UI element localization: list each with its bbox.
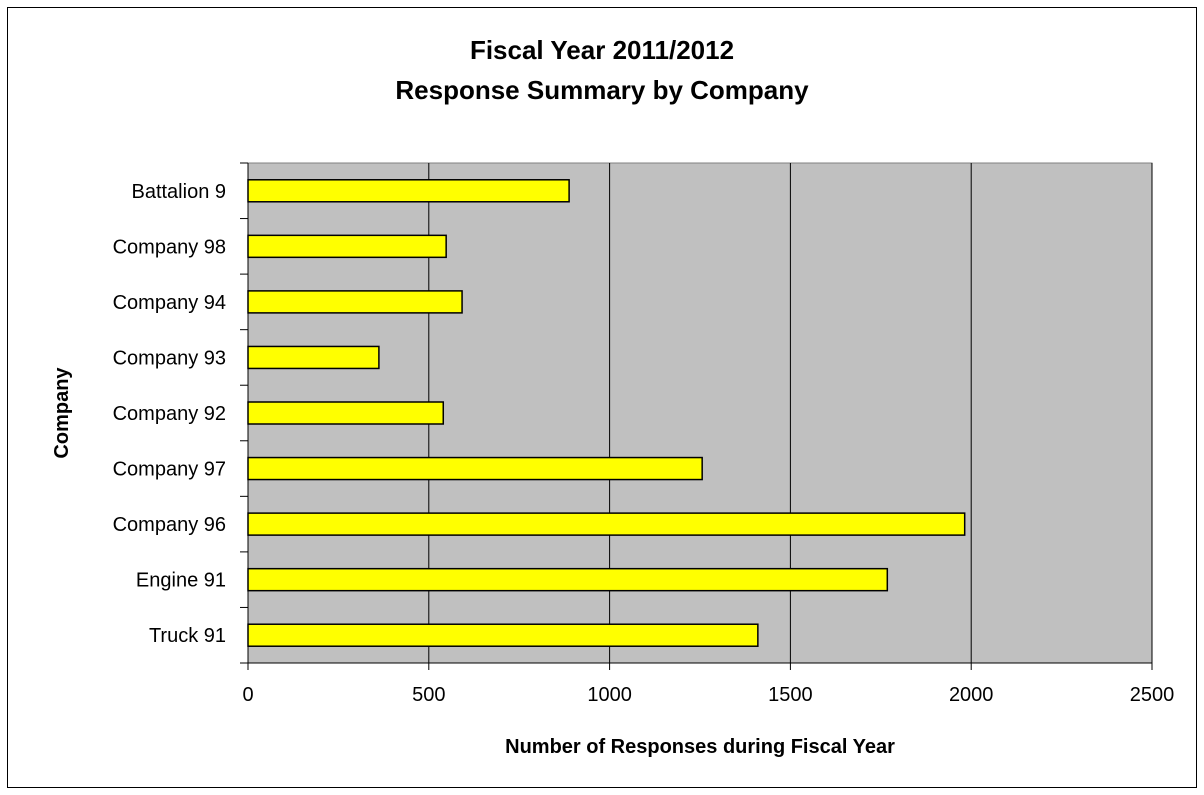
y-axis-title: Company (51, 367, 73, 459)
bar-truck-91 (247, 623, 759, 647)
bar-company-92 (247, 401, 445, 425)
bar-battalion-9 (247, 179, 570, 203)
x-axis-title: Number of Responses during Fiscal Year (505, 736, 895, 758)
bar-engine-91 (247, 567, 889, 592)
x-tick-label: 1000 (587, 684, 632, 706)
y-tick-label: Company 93 (113, 347, 226, 369)
x-tick-label: 1500 (768, 684, 813, 706)
y-tick-label: Company 98 (113, 236, 226, 258)
y-tick-label: Company 96 (113, 514, 226, 536)
y-tick-label: Battalion 9 (131, 181, 226, 203)
y-tick-label: Truck 91 (149, 625, 226, 647)
y-tick-label: Company 92 (113, 403, 226, 425)
bar-company-94 (247, 290, 463, 314)
bar-company-93 (247, 345, 380, 370)
bar-company-98 (247, 234, 447, 259)
x-tick-label: 0 (242, 684, 253, 706)
y-tick-label: Engine 91 (136, 570, 226, 592)
bars (247, 179, 966, 647)
x-tick-label: 500 (412, 684, 445, 706)
bar-company-96 (247, 512, 966, 536)
chart-title-line-2: Response Summary by Company (395, 75, 809, 105)
chart-title-line-1: Fiscal Year 2011/2012 (469, 35, 735, 65)
bar-company-97 (247, 456, 703, 481)
axes: 0 500 1000 1500 2000 2500 Battalion 9 Company 9… (113, 162, 1175, 706)
x-tick-label: 2500 (1130, 684, 1175, 706)
y-tick-label: Company 97 (113, 459, 226, 481)
y-tick-label: Company 94 (113, 292, 226, 314)
x-tick-label: 2000 (949, 684, 994, 706)
